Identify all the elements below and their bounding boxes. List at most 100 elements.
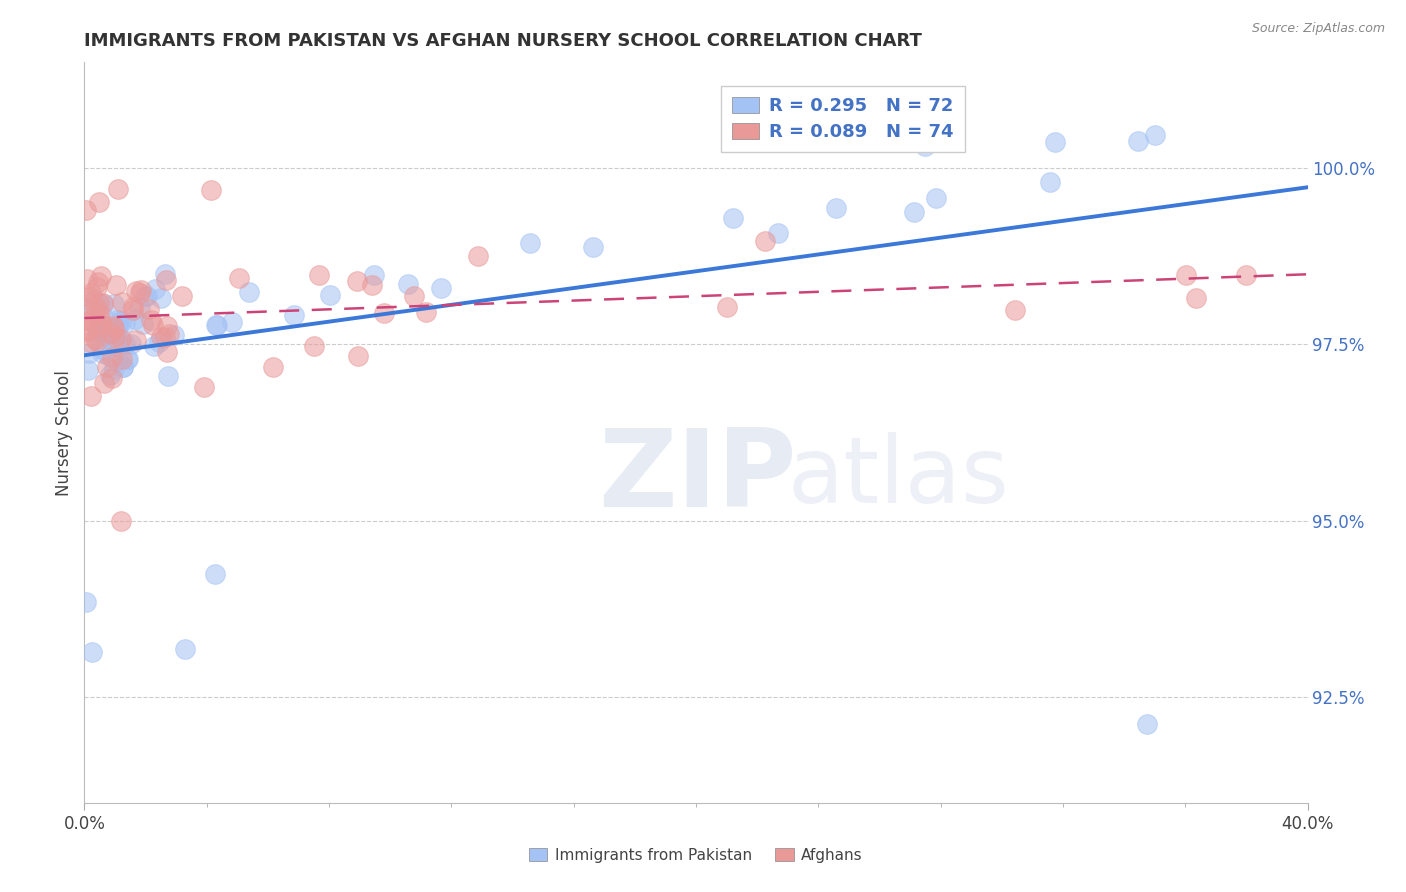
Point	[754, 235, 776, 249]
Point	[111, 359, 134, 374]
Point	[153, 267, 176, 281]
Point	[1038, 175, 1060, 189]
Point	[138, 301, 160, 316]
Point	[75, 323, 97, 337]
Point	[129, 284, 152, 298]
Point	[143, 283, 166, 297]
Point	[77, 290, 100, 304]
Point	[86, 326, 108, 341]
Point	[77, 293, 100, 307]
Point	[163, 327, 186, 342]
Point	[115, 351, 138, 366]
Point	[228, 271, 250, 285]
Point	[142, 318, 165, 333]
Point	[173, 641, 195, 656]
Point	[90, 318, 112, 333]
Point	[136, 289, 159, 303]
Point	[156, 318, 179, 333]
Point	[346, 274, 368, 288]
Point	[373, 306, 395, 320]
Point	[128, 301, 150, 316]
Point	[110, 314, 132, 328]
Point	[75, 202, 97, 217]
Point	[396, 277, 419, 292]
Point	[153, 329, 176, 343]
Point	[75, 314, 97, 328]
Point	[125, 284, 148, 298]
Point	[114, 316, 136, 330]
Point	[90, 314, 112, 328]
Point	[172, 289, 194, 303]
Point	[825, 201, 848, 215]
Point	[1185, 291, 1208, 305]
Point	[79, 313, 101, 327]
Point	[86, 321, 108, 335]
Point	[467, 249, 489, 263]
Point	[1234, 268, 1257, 282]
Point	[91, 297, 114, 311]
Point	[103, 321, 125, 335]
Point	[723, 211, 745, 225]
Point	[149, 292, 172, 306]
Point	[87, 306, 110, 320]
Point	[84, 293, 107, 307]
Point	[139, 313, 162, 327]
Point	[1144, 128, 1167, 142]
Point	[430, 280, 453, 294]
Point	[104, 330, 127, 344]
Point	[110, 514, 132, 528]
Point	[86, 334, 108, 348]
Point	[103, 297, 125, 311]
Point	[108, 314, 131, 328]
Point	[83, 333, 105, 347]
Point	[347, 350, 370, 364]
Text: IMMIGRANTS FROM PAKISTAN VS AFGHAN NURSERY SCHOOL CORRELATION CHART: IMMIGRANTS FROM PAKISTAN VS AFGHAN NURSE…	[84, 32, 922, 50]
Point	[1004, 303, 1026, 318]
Point	[716, 300, 738, 314]
Point	[107, 182, 129, 196]
Point	[124, 312, 146, 326]
Text: atlas: atlas	[787, 432, 1010, 522]
Point	[204, 566, 226, 581]
Point	[93, 376, 115, 390]
Point	[1128, 134, 1150, 148]
Point	[77, 301, 100, 316]
Point	[925, 191, 948, 205]
Point	[77, 345, 100, 359]
Point	[87, 316, 110, 330]
Point	[308, 268, 330, 282]
Point	[103, 339, 125, 353]
Point	[121, 302, 143, 317]
Point	[302, 338, 325, 352]
Point	[77, 362, 100, 376]
Point	[103, 362, 125, 376]
Point	[148, 334, 170, 349]
Point	[90, 269, 112, 284]
Point	[360, 278, 382, 293]
Point	[75, 594, 97, 608]
Point	[193, 379, 215, 393]
Point	[111, 359, 134, 374]
Point	[111, 352, 134, 367]
Point	[90, 342, 112, 356]
Point	[93, 296, 115, 310]
Point	[97, 324, 120, 338]
Point	[205, 318, 228, 333]
Text: Source: ZipAtlas.com: Source: ZipAtlas.com	[1251, 22, 1385, 36]
Point	[101, 371, 124, 385]
Point	[903, 205, 925, 219]
Legend: Immigrants from Pakistan, Afghans: Immigrants from Pakistan, Afghans	[523, 842, 869, 869]
Point	[132, 317, 155, 331]
Point	[87, 275, 110, 289]
Point	[104, 325, 127, 339]
Point	[98, 333, 121, 347]
Point	[111, 294, 134, 309]
Point	[262, 360, 284, 375]
Point	[157, 326, 180, 341]
Point	[110, 332, 132, 346]
Point	[914, 139, 936, 153]
Point	[100, 330, 122, 344]
Point	[105, 334, 128, 348]
Point	[80, 389, 103, 403]
Point	[98, 368, 121, 383]
